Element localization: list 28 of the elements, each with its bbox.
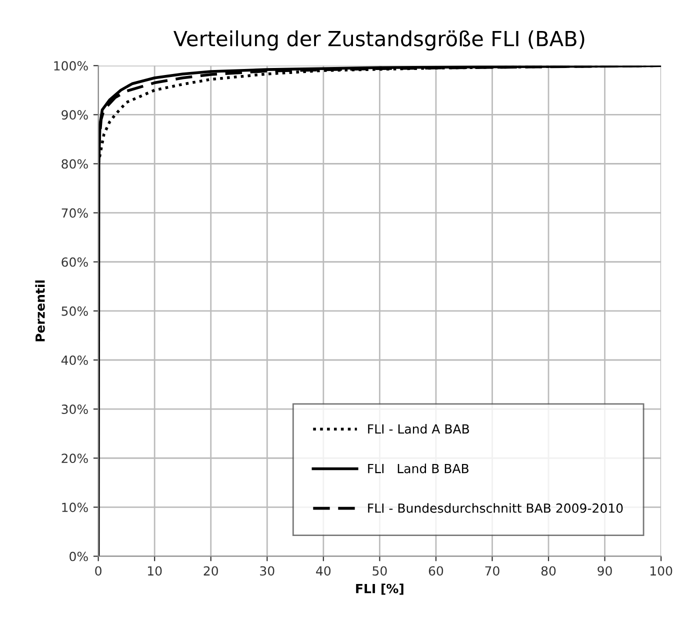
x-tick-label: 40 [316, 566, 331, 576]
y-tick-label: 90% [62, 110, 88, 120]
chart-title: Verteilung der Zustandsgröße FLI (BAB) [173, 30, 584, 51]
legend-label: FLI - Bundesdurchschnitt BAB 2009-2010 [368, 503, 623, 513]
y-tick-label: 70% [62, 208, 88, 218]
x-tick-label: 80 [541, 566, 556, 576]
y-tick-label: 20% [62, 454, 88, 464]
x-tick-label: 20 [204, 566, 218, 576]
legend-label: FLI Land B BAB [368, 464, 468, 474]
y-tick-label: 80% [62, 159, 88, 169]
y-tick-label: 40% [61, 355, 88, 365]
y-tick-label: 0% [70, 552, 88, 562]
x-tick-label: 10 [148, 566, 162, 576]
x-tick-label: 70 [485, 566, 500, 576]
legend-label: FLI - Land A BAB [368, 424, 469, 434]
y-tick-label: 30% [62, 404, 88, 414]
x-tick-label: 90 [598, 566, 612, 576]
y-tick-label: 100% [54, 61, 88, 71]
x-tick-label: 50 [372, 566, 387, 576]
x-axis-title: FLI [%] [356, 584, 404, 595]
y-axis-title: Perzentil [35, 280, 45, 342]
x-tick-label: 30 [260, 566, 274, 576]
x-tick-label: 60 [428, 566, 444, 576]
y-tick-label: 60% [62, 257, 88, 267]
y-tick-label: 10% [62, 502, 88, 512]
y-tick-label: 50% [62, 306, 88, 316]
x-tick-label: 100 [650, 566, 672, 576]
x-tick-label: 0 [95, 566, 102, 576]
